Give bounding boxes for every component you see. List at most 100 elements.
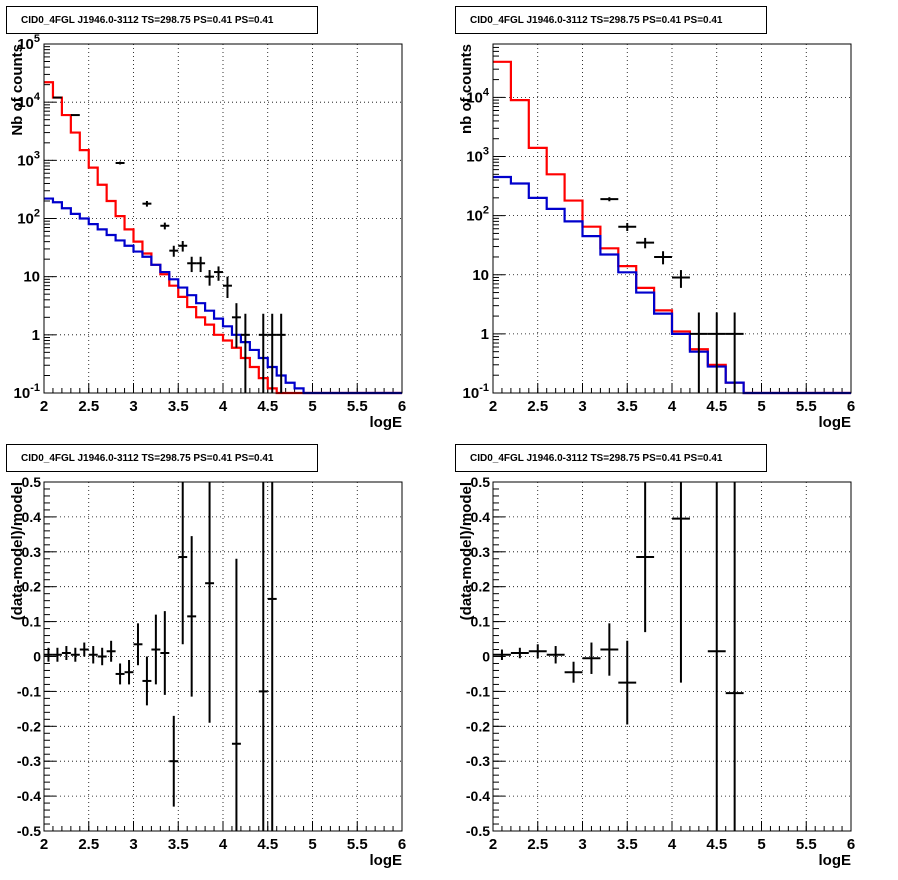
data-point — [133, 623, 143, 666]
data-point — [600, 197, 619, 202]
data-point — [528, 644, 547, 659]
x-tick-label: 3.5 — [617, 836, 638, 853]
data-point — [258, 313, 268, 393]
data-point — [115, 161, 125, 165]
y-tick-label: 104 — [466, 86, 490, 106]
counts-chart-left: 2 2.5 3 3.5 4 4.5 5 5.5 6 10-1 1 10 102 103 104 105 logE… — [9, 33, 406, 431]
x-axis-label: logE — [819, 414, 852, 431]
data-point — [618, 223, 637, 231]
x-tick-label: 4.5 — [706, 398, 727, 415]
data-point — [510, 647, 529, 659]
y-tick-label: -0.4 — [17, 788, 41, 804]
data-point — [52, 647, 62, 662]
data-point — [707, 482, 726, 831]
x-tick-label: 5.5 — [796, 836, 817, 853]
y-tick-label: 0.2 — [471, 579, 491, 595]
data-point — [564, 661, 583, 683]
plot-frame — [43, 481, 403, 832]
x-tick-label: 2 — [489, 836, 497, 853]
data-point — [196, 256, 206, 273]
y-tick-label: 10 — [23, 269, 40, 286]
y-tick-label: 0.3 — [22, 544, 42, 560]
pad-counts-right: 2 2.5 3 3.5 4 4.5 5 5.5 6 10-1 1 10 102 103 104 logE nb … — [449, 0, 898, 437]
y-tick-label: 103 — [17, 149, 40, 169]
data-point — [79, 642, 89, 657]
data-point — [205, 270, 215, 286]
grid — [493, 44, 851, 393]
data-point — [97, 647, 107, 666]
axes: 2 2.5 3 3.5 4 4.5 5 5.5 6 -0.5 -0.4 -0.3 -0.2 -0.1 0 0.… — [466, 474, 855, 853]
x-tick-label: 6 — [398, 398, 406, 415]
data-point — [88, 646, 98, 664]
x-tick-label: 3 — [129, 836, 137, 853]
data-point — [493, 649, 511, 660]
x-tick-label: 5.5 — [347, 836, 368, 853]
x-tick-label: 5 — [308, 836, 316, 853]
data-point — [654, 251, 672, 265]
x-tick-label: 2.5 — [78, 398, 99, 415]
x-tick-label: 3.5 — [617, 398, 638, 415]
y-axis-label: nb of counts — [458, 44, 475, 134]
data-point — [169, 715, 179, 807]
x-tick-label: 2 — [40, 398, 48, 415]
x-tick-label: 2 — [40, 836, 48, 853]
data-point — [672, 482, 690, 683]
x-tick-label: 5 — [757, 398, 765, 415]
y-tick-label: 1 — [481, 326, 489, 343]
x-tick-label: 6 — [847, 836, 855, 853]
data-point — [582, 642, 601, 674]
y-axis-label: Nb of counts — [9, 44, 26, 136]
data-point — [258, 482, 268, 831]
x-tick-label: 4.5 — [257, 836, 278, 853]
x-tick-label: 4 — [219, 836, 228, 853]
y-tick-label: 0.5 — [22, 474, 42, 490]
y-tick-label: -0.2 — [17, 718, 41, 734]
data-point — [160, 222, 170, 230]
data-point — [725, 312, 744, 393]
plot-frame — [492, 481, 852, 832]
y-tick-label: 0.4 — [22, 509, 42, 525]
grid — [493, 482, 851, 831]
data-point — [707, 312, 726, 393]
y-tick-label: 103 — [466, 146, 489, 166]
y-tick-label: 0 — [33, 649, 41, 665]
data-point — [187, 536, 197, 697]
x-tick-label: 6 — [847, 398, 855, 415]
residuals-chart-left: 2 2.5 3 3.5 4 4.5 5 5.5 6 -0.5 -0.4 -0.3 -0.2 -0.1 0 0.… — [9, 474, 406, 869]
model-step-line — [493, 60, 851, 395]
y-tick-label: 0.4 — [471, 509, 491, 525]
y-tick-label: 10-1 — [14, 382, 40, 402]
x-tick-label: 4 — [668, 836, 677, 853]
y-tick-label: 0.3 — [471, 544, 491, 560]
x-axis-label: logE — [819, 852, 852, 869]
counts-chart-right: 2 2.5 3 3.5 4 4.5 5 5.5 6 10-1 1 10 102 103 104 logE nb … — [458, 43, 855, 431]
data-point — [124, 659, 134, 685]
axes: 2 2.5 3 3.5 4 4.5 5 5.5 6 -0.5 -0.4 -0.3 -0.2 -0.1 0 0.… — [17, 474, 406, 853]
data-point — [231, 558, 241, 831]
chart-title: CID0_4FGL J1946.0-3112 TS=298.75 PS=0.41… — [455, 444, 767, 472]
data-point — [214, 266, 223, 281]
y-tick-label: -0.4 — [466, 788, 490, 804]
plot-frame — [43, 43, 403, 394]
data-point — [187, 256, 197, 273]
x-tick-label: 4 — [668, 398, 677, 415]
data-point — [618, 640, 637, 725]
x-tick-label: 4 — [219, 398, 228, 415]
x-tick-label: 3.5 — [168, 398, 189, 415]
axes: 2 2.5 3 3.5 4 4.5 5 5.5 6 10-1 1 10 102 103 104 — [463, 46, 855, 415]
data-layer — [493, 482, 744, 831]
y-tick-label: 10-1 — [463, 382, 489, 402]
x-axis-label: logE — [370, 414, 403, 431]
x-tick-label: 5.5 — [796, 398, 817, 415]
data-point — [160, 611, 170, 695]
data-point — [240, 313, 250, 393]
data-point — [178, 482, 188, 645]
data-point — [142, 656, 152, 706]
y-tick-label: 0 — [482, 649, 490, 665]
data-point — [600, 623, 619, 676]
data-point — [636, 482, 655, 633]
data-point — [223, 276, 232, 298]
data-point — [61, 646, 71, 660]
data-point — [70, 647, 80, 662]
data-point — [178, 241, 188, 252]
